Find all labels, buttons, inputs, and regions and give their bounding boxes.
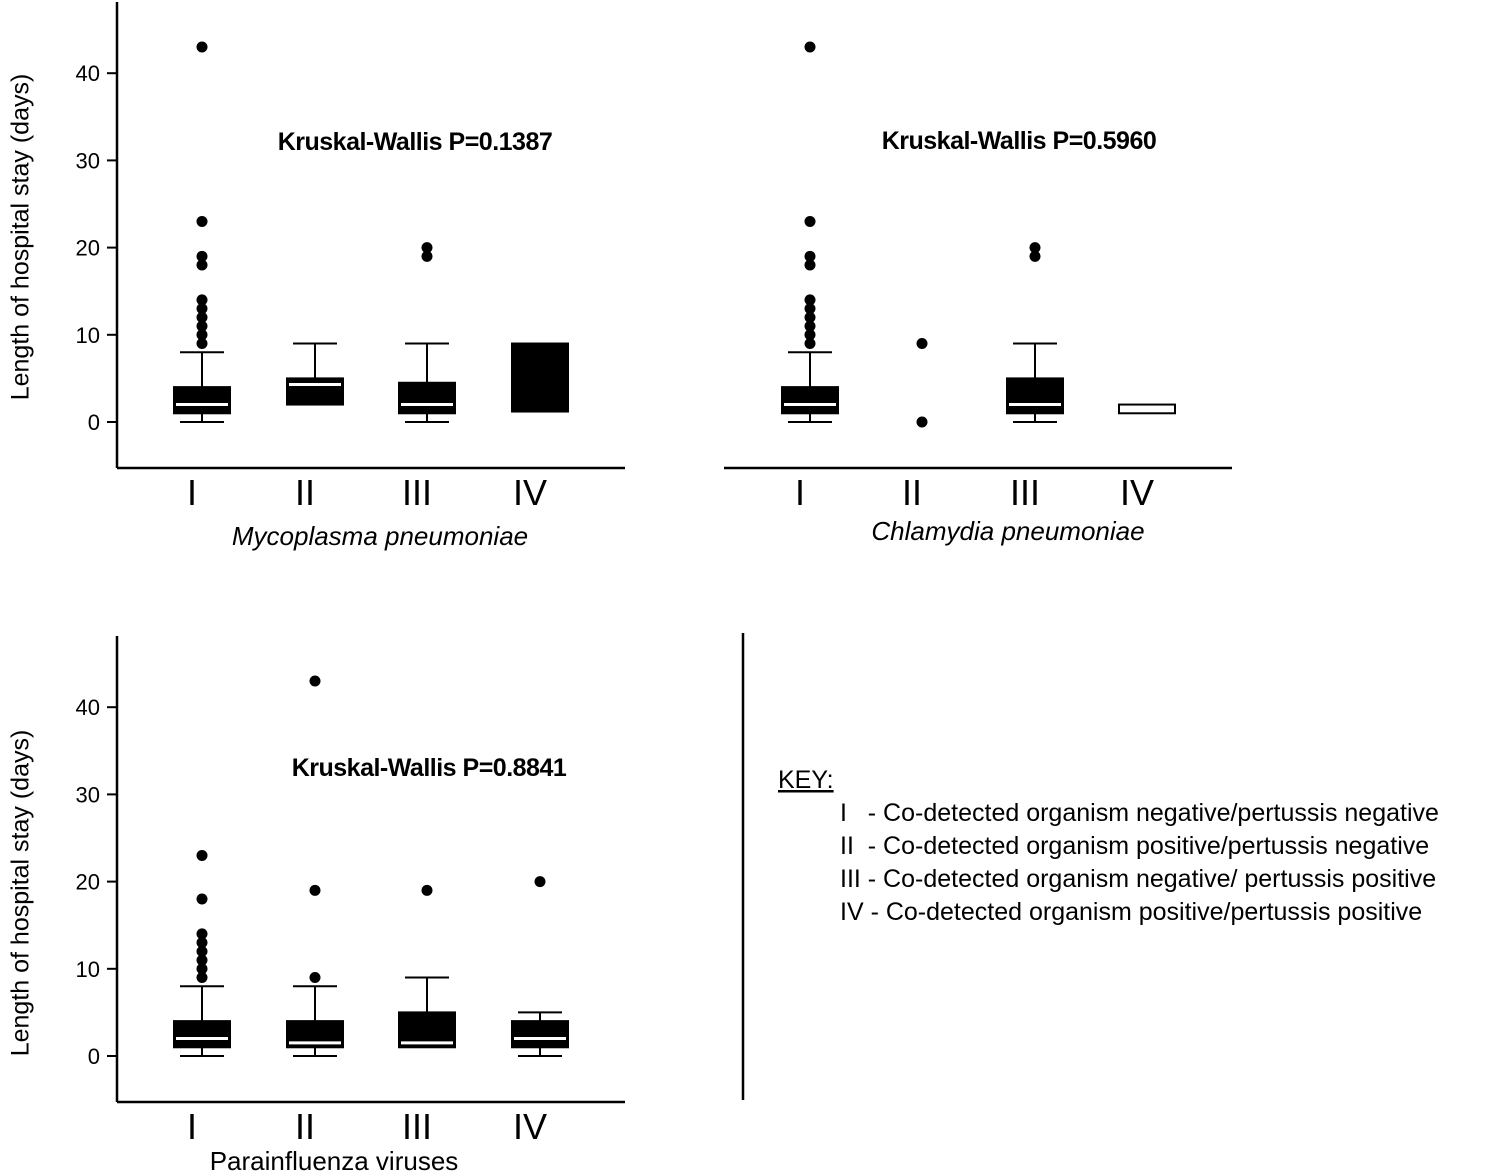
outlier-point <box>196 928 208 940</box>
outlier-point <box>196 972 208 984</box>
x-tick-label: II <box>295 1106 315 1147</box>
outlier-point <box>804 294 816 306</box>
x-tick-label: I <box>187 1106 197 1147</box>
outlier-point <box>196 259 208 271</box>
x-axis-label: Chlamydia pneumoniae <box>871 516 1144 546</box>
y-tick-label: 10 <box>76 957 100 982</box>
kruskal-wallis-annotation: Kruskal-Wallis P=0.8841 <box>292 754 567 782</box>
key-title: KEY: <box>778 766 834 794</box>
iqr-box <box>286 377 344 406</box>
outlier-point <box>196 849 208 861</box>
x-tick-label: I <box>187 472 197 513</box>
outlier-point <box>196 303 208 315</box>
kruskal-wallis-annotation: Kruskal-Wallis P=0.5960 <box>882 127 1157 155</box>
outlier-point <box>804 41 816 53</box>
outlier-point <box>309 972 321 984</box>
key-item-2: II - Co-detected organism positive/pertu… <box>840 832 1429 860</box>
outlier-point <box>804 215 816 227</box>
outlier-point <box>196 250 208 262</box>
y-axis-label: Length of hospital stay (days) <box>7 730 35 1057</box>
iqr-box <box>173 1020 231 1049</box>
y-tick-label: 0 <box>88 410 100 435</box>
y-tick-label: 10 <box>76 323 100 348</box>
outlier-point <box>196 329 208 341</box>
outlier-point <box>804 338 816 350</box>
outlier-point <box>916 416 928 428</box>
y-tick-label: 40 <box>76 695 100 720</box>
outlier-point <box>309 884 321 896</box>
outlier-point <box>804 303 816 315</box>
y-tick-label: 20 <box>76 236 100 261</box>
iqr-box <box>173 386 231 415</box>
outlier-point <box>196 954 208 966</box>
x-tick-label: III <box>402 1106 432 1147</box>
outlier-point <box>196 963 208 975</box>
outlier-point <box>196 41 208 53</box>
outlier-point <box>196 893 208 905</box>
outlier-point <box>196 945 208 957</box>
x-tick-label: IV <box>513 1106 547 1147</box>
outlier-point <box>196 215 208 227</box>
y-tick-label: 40 <box>76 61 100 86</box>
outlier-point <box>804 320 816 332</box>
outlier-point <box>196 320 208 332</box>
outlier-point <box>804 311 816 323</box>
key-item-1: I - Co-detected organism negative/pertus… <box>840 799 1439 827</box>
y-tick-label: 30 <box>76 782 100 807</box>
key-item-4: IV - Co-detected organism positive/pertu… <box>840 898 1422 926</box>
outlier-point <box>196 311 208 323</box>
outlier-point <box>804 329 816 341</box>
iqr-box <box>511 342 569 413</box>
outlier-point <box>916 338 928 350</box>
outlier-point <box>196 294 208 306</box>
x-tick-label: III <box>1010 472 1040 513</box>
iqr-box <box>398 381 456 415</box>
outlier-point <box>421 884 433 896</box>
outlier-point <box>804 259 816 271</box>
y-tick-label: 0 <box>88 1044 100 1069</box>
outlier-point <box>1029 242 1041 254</box>
box-marks: I II III IV <box>781 41 1176 513</box>
x-tick-label: III <box>402 472 432 513</box>
y-tick-label: 20 <box>76 870 100 895</box>
kruskal-wallis-annotation: Kruskal-Wallis P=0.1387 <box>278 128 553 156</box>
x-tick-label: II <box>902 472 922 513</box>
outlier-point <box>421 242 433 254</box>
outlier-point <box>309 675 321 687</box>
outlier-point <box>804 250 816 262</box>
iqr-box <box>1118 403 1176 415</box>
outlier-point <box>1029 250 1041 262</box>
key-item-3: III - Co-detected organism negative/ per… <box>840 865 1436 893</box>
x-axis-label: Parainfluenza viruses <box>210 1146 459 1174</box>
outlier-point <box>421 250 433 262</box>
outlier-point <box>196 937 208 949</box>
x-tick-label: IV <box>513 472 547 513</box>
x-axis-label: Mycoplasma pneumoniae <box>232 521 528 551</box>
y-tick-label: 30 <box>76 148 100 173</box>
iqr-box <box>781 386 839 415</box>
key-legend: KEY: I - Co-detected organism negative/p… <box>741 633 1439 1100</box>
outlier-point <box>534 876 546 888</box>
x-tick-label: I <box>795 472 805 513</box>
x-tick-label: IV <box>1120 472 1154 513</box>
iqr-box <box>1006 377 1064 415</box>
x-tick-label: II <box>295 472 315 513</box>
y-axis-label: Length of hospital stay (days) <box>7 74 35 401</box>
panel-chlamydia: I II III IV Kruskal-Wallis P=0.5960 Chlamyd… <box>724 41 1232 546</box>
iqr-box <box>511 1020 569 1049</box>
outlier-point <box>196 338 208 350</box>
